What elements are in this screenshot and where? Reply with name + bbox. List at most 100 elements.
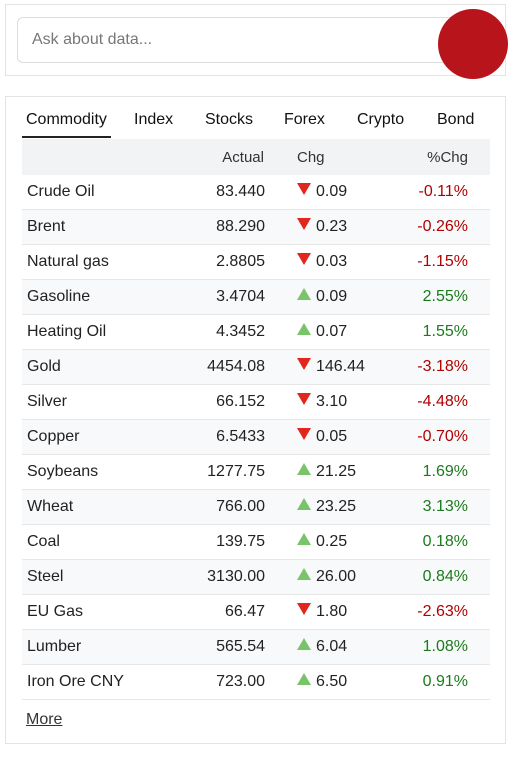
data-table: Actual Chg %Chg Crude Oil 83.440 0.09 -0.11… — [22, 139, 490, 700]
percent-cell: -0.26% — [398, 209, 490, 245]
direction-icon — [297, 428, 311, 440]
change-cell: 0.03 — [265, 244, 398, 280]
change-value: 0.25 — [316, 533, 348, 550]
change-value: 6.50 — [316, 673, 348, 690]
direction-icon — [297, 533, 311, 545]
name-cell: EU Gas — [22, 594, 168, 630]
table-row: EU Gas 66.47 1.80 -2.63% — [22, 594, 490, 630]
tab[interactable]: Bond — [437, 111, 475, 128]
percent-cell: -0.11% — [398, 175, 490, 210]
change-value: 0.03 — [316, 253, 348, 270]
change-cell: 0.23 — [265, 209, 398, 245]
percent-cell: 3.13% — [398, 489, 490, 525]
change-value: 0.05 — [316, 428, 348, 445]
table-row: Lumber 565.54 6.04 1.08% — [22, 629, 490, 665]
direction-icon — [297, 463, 311, 475]
table-row: Natural gas 2.8805 0.03 -1.15% — [22, 244, 490, 280]
direction-icon — [297, 183, 311, 195]
actual-cell: 139.75 — [168, 524, 265, 560]
percent-cell: -3.18% — [398, 349, 490, 385]
table-row: Copper 6.5433 0.05 -0.70% — [22, 419, 490, 455]
direction-icon — [297, 288, 311, 300]
table-row: Coal 139.75 0.25 0.18% — [22, 524, 490, 560]
name-cell: Silver — [22, 384, 168, 420]
more-link[interactable]: More — [26, 711, 63, 728]
table-row: Gasoline 3.4704 0.09 2.55% — [22, 279, 490, 315]
direction-icon — [297, 393, 311, 405]
logo — [438, 9, 508, 79]
percent-cell: 0.91% — [398, 664, 490, 700]
name-cell: Lumber — [22, 629, 168, 665]
name-cell: Crude Oil — [22, 175, 168, 210]
actual-cell: 565.54 — [168, 629, 265, 665]
name-cell: Heating Oil — [22, 314, 168, 350]
actual-cell: 4.3452 — [168, 314, 265, 350]
table-row: Silver 66.152 3.10 -4.48% — [22, 384, 490, 420]
tab[interactable]: Commodity — [22, 111, 111, 138]
change-value: 146.44 — [316, 358, 365, 375]
direction-icon — [297, 218, 311, 230]
direction-icon — [297, 603, 311, 615]
change-value: 0.09 — [316, 288, 348, 305]
tab[interactable]: Forex — [284, 111, 325, 128]
change-cell: 3.10 — [265, 384, 398, 420]
actual-cell: 2.8805 — [168, 244, 265, 280]
header-cell — [22, 139, 168, 175]
change-value: 0.09 — [316, 183, 348, 200]
name-cell: Brent — [22, 209, 168, 245]
direction-icon — [297, 358, 311, 370]
name-cell: Gasoline — [22, 279, 168, 315]
direction-icon — [297, 498, 311, 510]
search-panel: Ask about data... — [5, 4, 506, 76]
table-body: Crude Oil 83.440 0.09 -0.11% Brent 88.290 0.23… — [22, 175, 490, 700]
table-row: Heating Oil 4.3452 0.07 1.55% — [22, 314, 490, 350]
change-cell: 0.25 — [265, 524, 398, 560]
name-cell: Steel — [22, 559, 168, 595]
change-value: 21.25 — [316, 463, 357, 480]
search-input[interactable]: Ask about data... — [17, 17, 490, 63]
actual-cell: 83.440 — [168, 175, 265, 210]
tab[interactable]: Index — [134, 111, 174, 128]
tab[interactable]: Stocks — [205, 111, 254, 128]
change-cell: 21.25 — [265, 454, 398, 490]
change-cell: 0.07 — [265, 314, 398, 350]
change-cell: 6.50 — [265, 664, 398, 700]
direction-icon — [297, 253, 311, 265]
change-value: 23.25 — [316, 498, 357, 515]
name-cell: Soybeans — [22, 454, 168, 490]
header-cell: %Chg — [398, 139, 490, 175]
change-cell: 146.44 — [265, 349, 398, 385]
percent-cell: 2.55% — [398, 279, 490, 315]
actual-cell: 3.4704 — [168, 279, 265, 315]
actual-cell: 1277.75 — [168, 454, 265, 490]
percent-cell: -2.63% — [398, 594, 490, 630]
change-cell: 6.04 — [265, 629, 398, 665]
direction-icon — [297, 568, 311, 580]
direction-icon — [297, 323, 311, 335]
percent-cell: 1.08% — [398, 629, 490, 665]
table-row: Gold 4454.08 146.44 -3.18% — [22, 349, 490, 385]
percent-cell: 1.69% — [398, 454, 490, 490]
header-row: Actual Chg %Chg — [22, 139, 490, 175]
change-value: 0.23 — [316, 218, 348, 235]
tab[interactable]: Crypto — [357, 111, 405, 128]
actual-cell: 66.152 — [168, 384, 265, 420]
direction-icon — [297, 673, 311, 685]
percent-cell: 0.84% — [398, 559, 490, 595]
actual-cell: 723.00 — [168, 664, 265, 700]
name-cell: Iron Ore CNY — [22, 664, 168, 700]
name-cell: Coal — [22, 524, 168, 560]
direction-icon — [297, 638, 311, 650]
percent-cell: -4.48% — [398, 384, 490, 420]
change-cell: 26.00 — [265, 559, 398, 595]
table-row: Wheat 766.00 23.25 3.13% — [22, 489, 490, 525]
header-cell: Chg — [265, 139, 398, 175]
actual-cell: 4454.08 — [168, 349, 265, 385]
change-cell: 0.09 — [265, 279, 398, 315]
actual-cell: 66.47 — [168, 594, 265, 630]
tab-bar: Commodity Index Stocks Forex Crypto Bond — [22, 97, 490, 140]
name-cell: Copper — [22, 419, 168, 455]
table-row: Iron Ore CNY 723.00 6.50 0.91% — [22, 664, 490, 700]
table-row: Brent 88.290 0.23 -0.26% — [22, 209, 490, 245]
